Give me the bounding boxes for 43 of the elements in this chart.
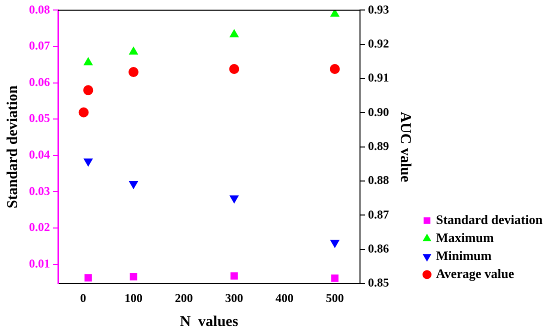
x-tick-label: 500 xyxy=(326,290,344,305)
x-tick-label: 200 xyxy=(174,290,193,305)
legend-label: Minimum xyxy=(436,248,492,263)
point xyxy=(128,67,138,78)
y-tick-label: 0.03 xyxy=(29,184,50,198)
legend-label: Maximum xyxy=(436,230,494,245)
point xyxy=(78,107,89,118)
y2-tick-label: 0.92 xyxy=(368,36,389,50)
y-tick-label: 0.08 xyxy=(29,2,50,16)
y2-tick-label: 0.87 xyxy=(368,207,389,222)
x-tick-label: 400 xyxy=(276,290,294,305)
point xyxy=(330,240,340,248)
point xyxy=(129,46,138,55)
point xyxy=(230,29,239,38)
x-axis-title: N values xyxy=(180,314,238,330)
y-tick-label: 0.05 xyxy=(29,111,50,126)
point xyxy=(83,85,94,96)
y2-tick-label: 0.90 xyxy=(368,104,389,119)
y-axis-title: Standard deviation xyxy=(4,84,21,208)
x-tick-label: 100 xyxy=(124,290,142,305)
x-tick-label: 300 xyxy=(225,290,244,305)
y-tick-label: 0.02 xyxy=(29,220,50,234)
y2-tick-label: 0.86 xyxy=(368,242,389,256)
point xyxy=(330,10,340,17)
y2-tick-label: 0.93 xyxy=(368,2,389,16)
point xyxy=(84,158,93,166)
point xyxy=(330,64,340,74)
y2-tick-label: 0.85 xyxy=(368,276,389,290)
y-tick-label: 0.04 xyxy=(29,148,50,162)
y2-tick-label: 0.88 xyxy=(368,173,389,188)
point xyxy=(129,181,138,189)
y-tick-label: 0.07 xyxy=(29,38,50,53)
y2-axis-title: AUC value xyxy=(397,112,414,182)
point xyxy=(229,64,240,74)
y2-tick-label: 0.91 xyxy=(368,70,389,85)
point xyxy=(84,57,93,66)
y2-tick-label: 0.89 xyxy=(368,138,389,153)
legend-label: Average value xyxy=(436,266,514,281)
legend-label: Standard deviation xyxy=(436,212,544,227)
y-tick-label: 0.06 xyxy=(29,74,50,89)
x-tick-label: 0 xyxy=(80,290,86,305)
point xyxy=(230,195,239,204)
y-tick-label: 0.01 xyxy=(29,256,50,270)
